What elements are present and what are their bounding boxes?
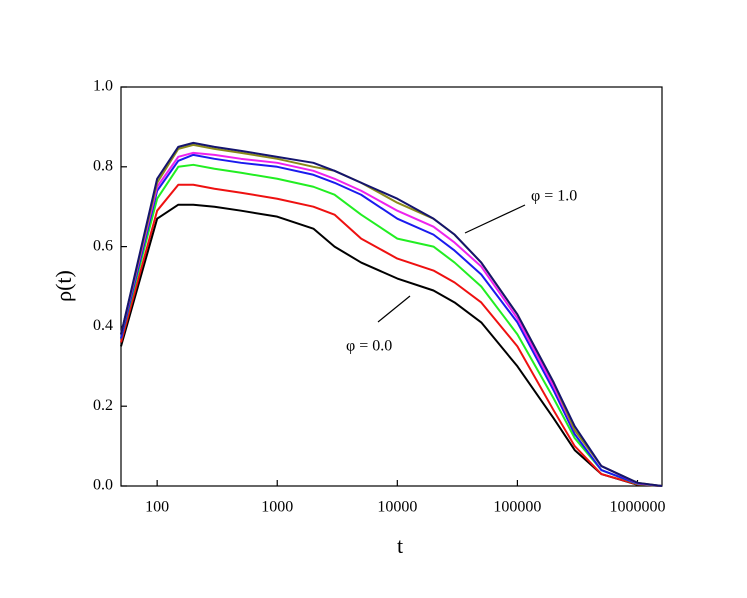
data-line [120, 141, 663, 487]
x-tick-label: 1000 [261, 499, 293, 516]
y-tick-label: 0.0 [93, 477, 113, 494]
y-tick-label: 1.0 [93, 78, 113, 95]
annotation: φ = 0.0 [346, 338, 392, 355]
y-tick-label: 0.8 [93, 157, 113, 174]
data-line [120, 183, 663, 487]
x-tick-label: 10000 [377, 499, 417, 516]
y-tick-label: 0.6 [93, 237, 113, 254]
data-line [120, 203, 663, 487]
data-line [120, 153, 663, 487]
y-axis-label: ρ(t) [51, 270, 76, 302]
annotation-pointer [464, 204, 526, 234]
data-line [120, 163, 663, 487]
x-tick-label: 100 [145, 499, 169, 516]
x-tick-label: 1000000 [609, 499, 665, 516]
x-tick-label: 100000 [493, 499, 541, 516]
plot-frame [120, 86, 663, 487]
annotation: φ = 1.0 [531, 188, 577, 205]
annotation-pointer [377, 295, 411, 323]
x-axis-label: t [397, 533, 403, 558]
y-tick-label: 0.4 [93, 317, 113, 334]
data-line [120, 143, 663, 487]
y-tick-label: 0.2 [93, 397, 113, 414]
